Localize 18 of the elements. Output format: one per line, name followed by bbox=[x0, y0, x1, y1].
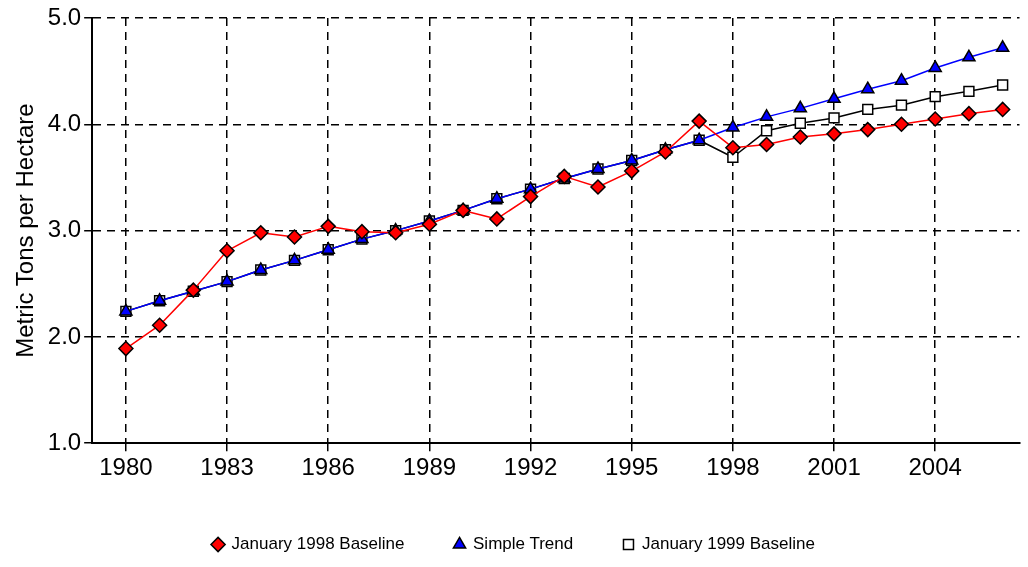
x-tick-label: 2001 bbox=[807, 453, 861, 481]
x-tick-label: 2004 bbox=[908, 453, 962, 481]
y-axis-title: Metric Tons per Hectare bbox=[11, 103, 39, 358]
legend-label: January 1999 Baseline bbox=[641, 534, 815, 554]
y-tick-label: 1.0 bbox=[47, 427, 82, 455]
x-tick-label: 1980 bbox=[99, 453, 153, 481]
y-tick-label: 5.0 bbox=[47, 2, 82, 30]
legend-label: Simple Trend bbox=[473, 534, 574, 554]
legend-label: January 1998 Baseline bbox=[231, 534, 405, 554]
x-tick-label: 1998 bbox=[706, 453, 760, 481]
x-tick-label: 1992 bbox=[503, 453, 558, 481]
y-tick-label: 2.0 bbox=[47, 321, 82, 349]
x-tick-label: 1986 bbox=[301, 453, 355, 481]
y-tick-label: 3.0 bbox=[47, 215, 82, 243]
x-tick-label: 1995 bbox=[605, 453, 659, 481]
x-tick-label: 1983 bbox=[200, 453, 254, 481]
y-tick-label: 4.0 bbox=[47, 108, 82, 136]
x-tick-label: 1989 bbox=[402, 453, 457, 481]
